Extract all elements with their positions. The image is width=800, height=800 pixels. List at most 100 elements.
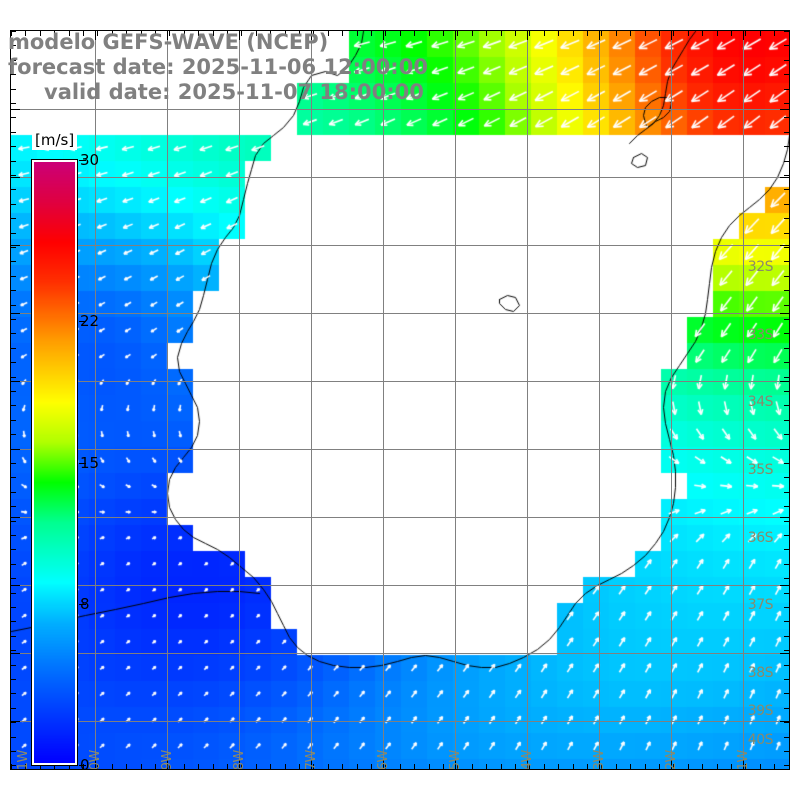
tick-right	[784, 737, 789, 738]
tick-bottom	[95, 760, 96, 769]
tick-bottom	[455, 760, 456, 769]
tick-bottom	[457, 764, 458, 769]
tick-top	[270, 31, 271, 36]
tick-bottom	[328, 764, 329, 769]
tick-right	[784, 161, 789, 162]
tick-right	[784, 665, 789, 666]
tick-bottom	[573, 764, 574, 769]
gridline-vertical	[383, 31, 384, 769]
tick-right	[784, 233, 789, 234]
tick-right	[784, 391, 789, 392]
tick-top	[167, 31, 168, 40]
tick-bottom	[227, 764, 228, 769]
tick-top	[54, 31, 55, 36]
tick-bottom	[241, 764, 242, 769]
tick-right	[784, 564, 789, 565]
tick-right	[780, 177, 789, 178]
tick-right	[780, 653, 789, 654]
tick-top	[774, 31, 775, 36]
tick-left	[11, 132, 16, 133]
tick-top	[457, 31, 458, 36]
tick-top	[515, 31, 516, 36]
tick-left	[11, 117, 16, 118]
tick-top	[587, 31, 588, 36]
tick-top	[239, 31, 240, 40]
tick-bottom	[155, 764, 156, 769]
gridline-vertical	[527, 31, 528, 769]
tick-bottom	[256, 764, 257, 769]
map-plot-area[interactable]: 32S33S34S35S36S37S38S39S40S41S61W60W59W5…	[10, 30, 790, 770]
tick-bottom	[673, 764, 674, 769]
tick-bottom	[486, 764, 487, 769]
tick-right	[784, 420, 789, 421]
gridline-vertical	[743, 31, 744, 769]
tick-right	[780, 313, 789, 314]
tick-left	[11, 348, 16, 349]
gridline-vertical	[239, 31, 240, 769]
tick-right	[784, 650, 789, 651]
tick-left	[11, 434, 16, 435]
tick-top	[645, 31, 646, 36]
tick-left	[11, 665, 16, 666]
tick-right	[784, 722, 789, 723]
tick-right	[784, 333, 789, 334]
tick-top	[198, 31, 199, 36]
gridline-horizontal	[11, 721, 789, 722]
tick-left	[11, 189, 16, 190]
tick-bottom	[645, 764, 646, 769]
tick-left	[11, 103, 16, 104]
tick-left	[11, 60, 16, 61]
tick-right	[784, 679, 789, 680]
tick-left	[11, 521, 16, 522]
tick-bottom	[400, 764, 401, 769]
longitude-label: 58W	[232, 750, 247, 769]
tick-top	[385, 31, 386, 36]
tick-top	[184, 31, 185, 36]
tick-left	[11, 737, 16, 738]
tick-bottom	[239, 760, 240, 769]
tick-right	[780, 381, 789, 382]
tick-right	[784, 434, 789, 435]
tick-top	[443, 31, 444, 36]
tick-top	[169, 31, 170, 36]
tick-top	[745, 31, 746, 36]
tick-left	[11, 290, 16, 291]
tick-bottom	[83, 764, 84, 769]
tick-right	[784, 31, 789, 32]
colorbar-gradient-canvas	[34, 162, 75, 763]
tick-right	[784, 362, 789, 363]
tick-right	[784, 261, 789, 262]
gridline-horizontal	[11, 449, 789, 450]
tick-right	[784, 751, 789, 752]
tick-bottom	[313, 764, 314, 769]
latitude-label: 38S	[747, 665, 774, 681]
tick-right	[784, 506, 789, 507]
tick-top	[573, 31, 574, 36]
latitude-label: 37S	[747, 597, 774, 613]
tick-bottom	[97, 764, 98, 769]
tick-left	[11, 362, 16, 363]
tick-top	[141, 31, 142, 36]
tick-right	[784, 348, 789, 349]
longitude-label: 59W	[160, 750, 175, 769]
tick-bottom	[731, 764, 732, 769]
gridline-vertical	[599, 31, 600, 769]
colorbar-gradient	[31, 159, 78, 766]
tick-right	[784, 204, 789, 205]
tick-bottom	[601, 764, 602, 769]
tick-left	[11, 233, 16, 234]
tick-bottom	[616, 764, 617, 769]
tick-right	[784, 132, 789, 133]
tick-bottom	[112, 764, 113, 769]
tick-top	[702, 31, 703, 36]
tick-right	[784, 276, 789, 277]
tick-top	[760, 31, 761, 36]
tick-left	[11, 679, 16, 680]
tick-left	[11, 693, 16, 694]
tick-left	[11, 765, 16, 766]
tick-top	[673, 31, 674, 36]
tick-top	[69, 31, 70, 36]
tick-bottom	[54, 764, 55, 769]
tick-right	[784, 636, 789, 637]
